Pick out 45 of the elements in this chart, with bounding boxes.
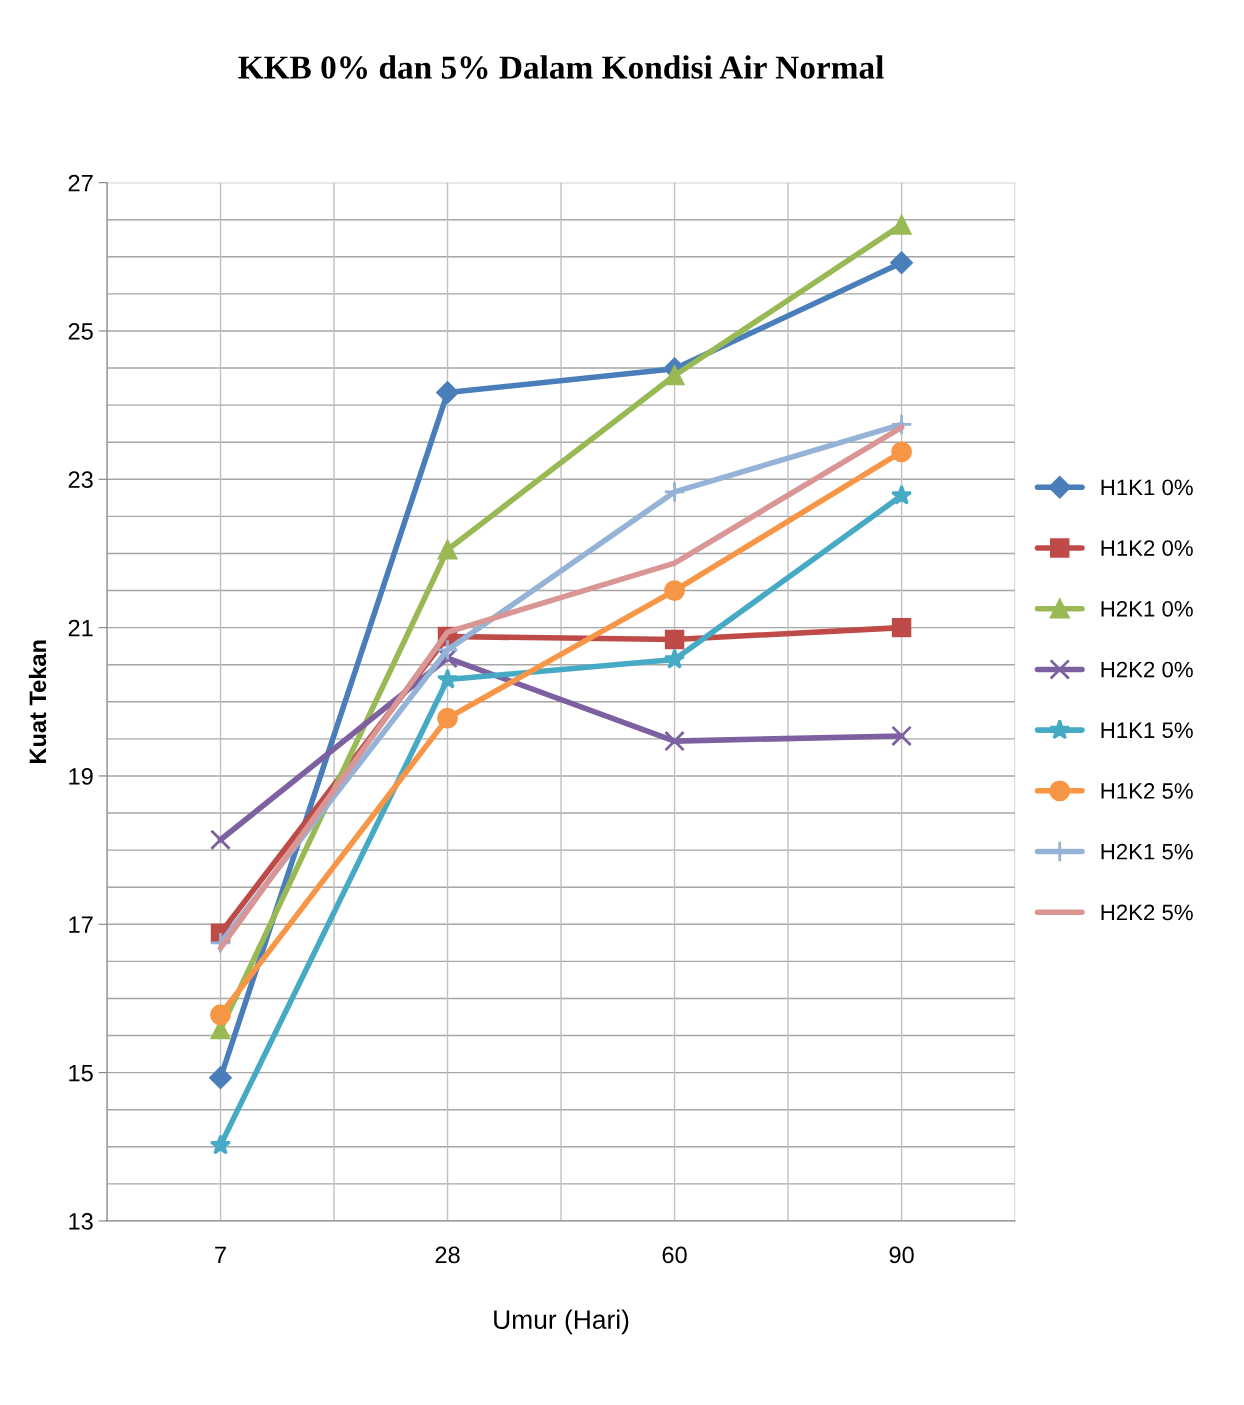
chart-title: KKB 0% dan 5% Dalam Kondisi Air Normal	[238, 55, 884, 79]
legend-label: H1K1 0%	[1101, 479, 1193, 496]
x-tick-label: 7	[215, 1246, 226, 1264]
point	[436, 381, 459, 404]
point	[664, 580, 685, 601]
point	[437, 707, 458, 729]
point	[664, 365, 685, 386]
y-tick-label: 27	[68, 174, 93, 192]
point	[891, 725, 913, 747]
y-axis-title: Kuat Tekan	[28, 640, 47, 763]
legend-label: H2K2 5%	[1101, 904, 1193, 921]
x-tick-label: 90	[889, 1246, 914, 1264]
y-tick-label: 21	[68, 619, 93, 637]
legend-label: H2K2 0%	[1101, 661, 1193, 678]
point	[436, 668, 459, 689]
point	[437, 540, 458, 560]
x-tick-label: 60	[662, 1246, 687, 1264]
x-tick-label: 28	[435, 1246, 460, 1264]
point	[890, 251, 913, 274]
legend-label: H2K1 5%	[1101, 843, 1193, 860]
point	[663, 648, 686, 669]
legend-label: H1K2 5%	[1101, 783, 1193, 799]
point	[891, 617, 912, 638]
point	[664, 629, 685, 650]
point	[891, 215, 912, 235]
point	[209, 1134, 232, 1155]
point	[210, 1004, 231, 1026]
point	[664, 730, 685, 752]
y-tick-label: 13	[69, 1213, 93, 1230]
point	[891, 441, 913, 463]
y-tick-label: 15	[69, 1064, 93, 1082]
legend-label: H1K1 5%	[1101, 722, 1193, 739]
x-axis-title: Umur (Hari)	[494, 1309, 629, 1335]
legend-label: H2K1 0%	[1101, 600, 1193, 617]
point	[890, 484, 913, 505]
y-tick-label: 17	[69, 916, 93, 933]
legend-label: H1K2 0%	[1101, 540, 1193, 556]
point	[663, 480, 686, 504]
y-tick-label: 23	[68, 471, 93, 489]
point	[890, 413, 913, 436]
y-tick-label: 19	[69, 768, 93, 785]
point	[436, 638, 459, 661]
y-tick-label: 25	[68, 323, 93, 340]
point	[210, 829, 231, 851]
point	[209, 1066, 232, 1090]
